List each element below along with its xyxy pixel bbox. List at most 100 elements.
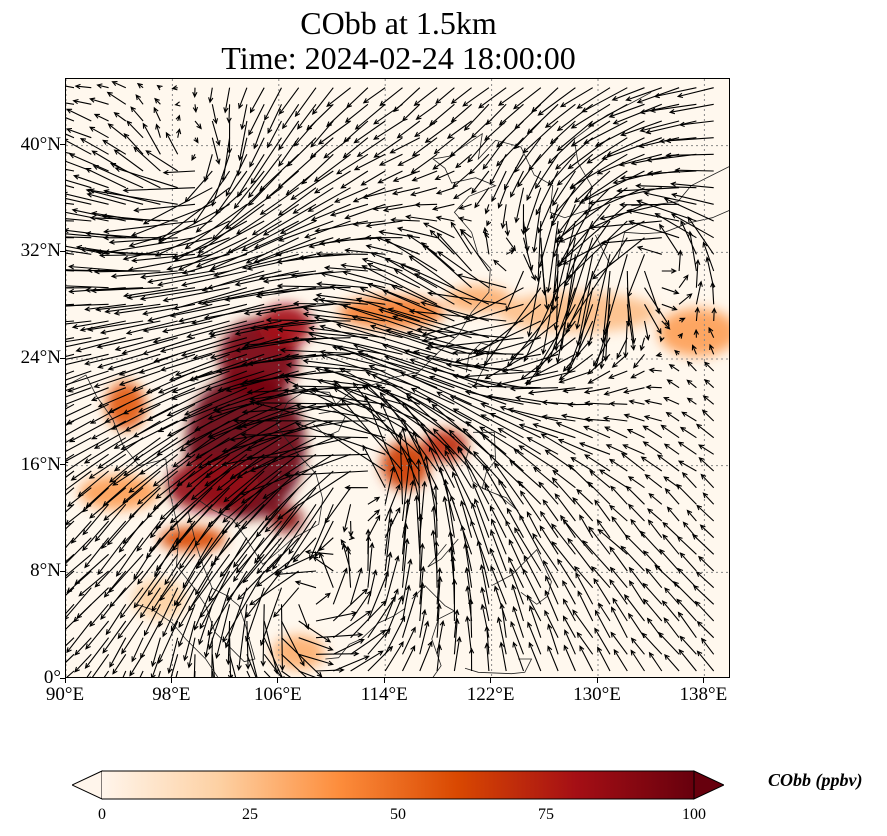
wind-arrow	[666, 506, 680, 522]
wind-arrow	[433, 137, 455, 155]
wind-arrow	[248, 104, 265, 136]
wind-arrow	[662, 533, 680, 555]
wind-arrow	[483, 231, 490, 239]
wind-arrow	[535, 304, 576, 372]
wind-arrow	[66, 127, 92, 139]
wind-arrow	[643, 414, 662, 422]
wind-arrow	[384, 641, 404, 672]
wind-arrow	[264, 470, 334, 533]
wind-arrow	[593, 577, 611, 605]
wind-arrow	[636, 245, 662, 255]
wind-arrow	[687, 216, 715, 255]
wind-arrow	[464, 370, 541, 380]
wind-arrow	[186, 453, 230, 488]
wind-arrow	[159, 553, 196, 602]
wind-arrow	[583, 425, 611, 439]
wind-arrow	[171, 85, 178, 91]
wind-arrow	[66, 370, 92, 381]
wind-arrow	[203, 154, 213, 183]
wind-arrow	[663, 197, 714, 222]
wind-vectors	[66, 81, 717, 677]
wind-arrow	[123, 132, 144, 155]
wind-arrow	[486, 394, 541, 405]
wind-arrow	[396, 120, 421, 139]
wind-arrow	[430, 529, 438, 572]
lon-tick-label: 114°E	[360, 684, 408, 705]
wind-arrow	[677, 441, 697, 455]
wind-arrow	[397, 153, 421, 166]
wind-arrow	[639, 103, 680, 115]
lat-tick-label: 8°N	[30, 560, 61, 582]
wind-arrow	[221, 437, 351, 467]
wind-arrow	[272, 503, 317, 570]
wind-arrow	[204, 437, 282, 487]
wind-arrow	[153, 337, 230, 363]
wind-arrow	[66, 337, 92, 343]
wind-arrow	[509, 386, 559, 392]
wind-arrow	[319, 324, 420, 355]
wind-arrow	[314, 220, 369, 234]
lon-tick-label: 122°E	[466, 684, 515, 705]
wind-arrow	[562, 598, 576, 622]
wind-arrow	[86, 267, 161, 273]
wind-arrow	[563, 644, 576, 672]
wind-arrow	[262, 453, 334, 499]
wind-arrow	[562, 580, 576, 605]
wind-arrow	[616, 187, 680, 194]
wind-arrow	[206, 270, 282, 290]
wind-arrow	[552, 469, 576, 489]
wind-arrow	[101, 520, 127, 550]
wind-arrow	[109, 637, 127, 668]
wind-arrow	[278, 220, 334, 242]
wind-arrow	[603, 287, 611, 362]
wind-arrow	[490, 518, 507, 555]
map-panel	[65, 78, 730, 678]
wind-arrow	[302, 311, 368, 322]
wind-arrow	[238, 87, 248, 110]
wind-arrow	[547, 153, 576, 187]
wind-arrow	[633, 353, 645, 369]
wind-arrow	[103, 487, 144, 521]
colorbar-gradient	[102, 771, 694, 799]
wind-arrow	[594, 120, 645, 147]
wind-arrow	[112, 653, 127, 675]
lat-tick-mark	[60, 357, 65, 359]
wind-arrow	[408, 255, 455, 289]
wind-arrow	[235, 203, 282, 235]
wind-arrow	[362, 87, 386, 104]
wind-arrow	[639, 120, 680, 133]
wind-arrow	[211, 670, 214, 677]
wind-arrow	[332, 610, 372, 639]
wind-arrow	[382, 343, 455, 372]
wind-arrow	[493, 462, 524, 505]
wind-arrow	[221, 137, 231, 183]
wind-arrow	[304, 338, 386, 355]
wind-arrow	[408, 308, 507, 322]
wind-arrow	[522, 568, 542, 605]
wind-arrow	[479, 563, 490, 605]
wind-arrow	[428, 375, 507, 405]
wind-arrow	[419, 542, 425, 588]
wind-arrow	[450, 103, 472, 123]
wind-arrow	[602, 254, 628, 336]
wind-arrow	[225, 620, 232, 666]
wind-arrow	[66, 470, 92, 491]
wind-arrow	[677, 567, 697, 589]
coastline-segment-11	[464, 658, 533, 675]
wind-arrow	[587, 481, 611, 505]
wind-arrow	[84, 537, 110, 569]
wind-arrow	[184, 403, 265, 445]
wind-arrow	[84, 637, 110, 670]
wind-arrow	[352, 343, 438, 372]
wind-arrow	[66, 387, 92, 398]
wind-arrow	[584, 400, 611, 406]
wind-arrow	[396, 226, 438, 239]
wind-arrow	[489, 412, 542, 439]
wind-arrow	[292, 187, 334, 214]
wind-arrow	[382, 203, 420, 213]
wind-arrow	[630, 649, 645, 672]
wind-arrow	[429, 103, 455, 126]
wind-arrow	[538, 481, 559, 505]
wind-arrow	[664, 653, 680, 672]
wind-arrow	[119, 587, 144, 619]
